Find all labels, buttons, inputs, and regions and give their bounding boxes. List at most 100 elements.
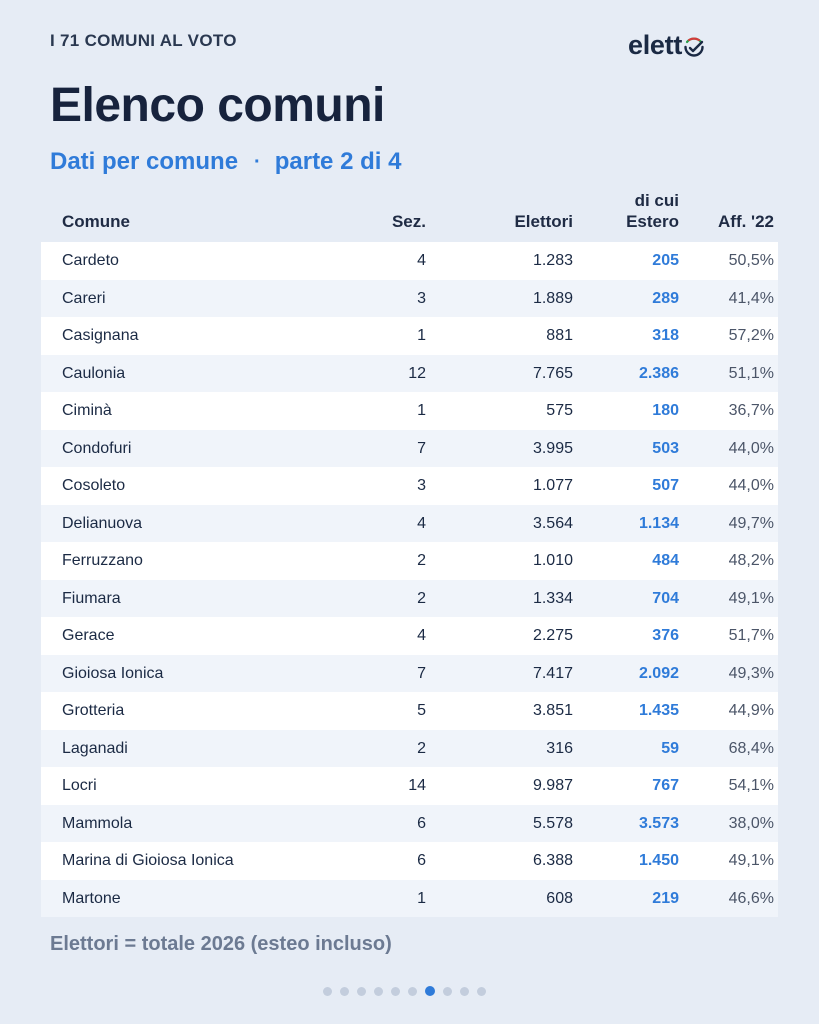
cell-elettori: 881 (546, 327, 573, 344)
cell-elettori: 575 (546, 402, 573, 419)
cell-comune: Grotteria (62, 702, 125, 719)
brand-logo: elett (628, 30, 705, 61)
pagination-dot[interactable] (460, 986, 469, 996)
pagination-dot[interactable] (357, 986, 366, 996)
pagination-dot[interactable] (374, 986, 383, 996)
column-header-affluenza: Aff. '22 (718, 212, 774, 231)
cell-estero: 376 (652, 627, 679, 644)
cell-affluenza: 50,5% (728, 252, 774, 269)
cell-sezioni: 7 (417, 664, 426, 682)
cell-comune: Locri (62, 777, 97, 794)
table-row: Laganadi 2 316 59 68,4% (41, 729, 778, 767)
subtitle-label: Dati per comune (50, 148, 239, 175)
check-badge-icon (684, 37, 704, 57)
cell-comune: Fiumara (62, 589, 121, 607)
cell-affluenza: 49,3% (728, 664, 774, 682)
cell-comune: Marina di Gioiosa Ionica (62, 852, 234, 869)
cell-elettori: 9.987 (532, 777, 573, 794)
cell-estero: 289 (652, 289, 679, 307)
cell-comune: Delianuova (62, 514, 143, 532)
cell-sezioni: 2 (417, 739, 426, 757)
cell-affluenza: 46,6% (728, 889, 774, 907)
table-row: Cosoleto 3 1.077 507 44,0% (41, 467, 778, 505)
cell-comune: Cosoleto (62, 477, 126, 494)
cell-elettori: 608 (546, 889, 573, 907)
cell-sezioni: 2 (417, 589, 426, 607)
cell-sezioni: 12 (408, 364, 426, 382)
cell-estero: 205 (652, 252, 679, 269)
cell-elettori: 7.417 (532, 664, 573, 682)
cell-comune: Careri (62, 289, 106, 307)
cell-affluenza: 49,7% (728, 514, 774, 532)
table-row: Gerace 4 2.275 376 51,7% (41, 617, 778, 655)
cell-affluenza: 44,0% (728, 477, 774, 494)
pagination-dot[interactable] (443, 986, 452, 996)
comuni-table: Comune Sez. Elettori di cui Estero Aff. … (41, 190, 778, 917)
pagination-dot[interactable] (477, 986, 486, 996)
table-row: Grotteria 5 3.851 1.435 44,9% (41, 692, 778, 730)
cell-elettori: 1.010 (532, 552, 573, 569)
cell-elettori: 3.995 (532, 439, 573, 457)
column-header-sezioni: Sez. (391, 212, 426, 231)
cell-elettori: 5.578 (532, 814, 573, 832)
footnote: Elettori = totale 2026 (esteo incluso) (50, 933, 392, 955)
page-subtitle: Dati per comune · parte 2 di 4 (50, 148, 401, 176)
carousel-pagination (323, 986, 486, 996)
cell-affluenza: 51,1% (728, 364, 774, 382)
table-row: Locri 14 9.987 767 54,1% (41, 767, 778, 805)
cell-sezioni: 6 (417, 814, 426, 832)
cell-sezioni: 3 (417, 289, 426, 307)
cell-elettori: 6.388 (532, 852, 573, 869)
cell-elettori: 316 (546, 739, 573, 757)
table-row: Ciminà 1 575 180 36,7% (41, 392, 778, 430)
pagination-dot[interactable] (323, 986, 332, 996)
cell-estero: 503 (652, 439, 679, 457)
cell-elettori: 2.275 (532, 627, 573, 644)
cell-affluenza: 38,0% (728, 814, 774, 832)
cell-affluenza: 57,2% (728, 327, 774, 344)
cell-sezioni: 5 (417, 702, 426, 719)
cell-comune: Cardeto (62, 252, 119, 269)
cell-elettori: 1.077 (532, 477, 573, 494)
cell-estero: 1.435 (638, 702, 679, 719)
table-body: Cardeto 4 1.283 205 50,5% Careri 3 1.889 289 41,4… (41, 242, 778, 917)
cell-comune: Gerace (62, 627, 115, 644)
cell-estero: 219 (652, 889, 679, 907)
cell-comune: Casignana (62, 327, 139, 344)
cell-comune: Ciminà (62, 402, 112, 419)
cell-sezioni: 14 (408, 777, 426, 794)
cell-comune: Ferruzzano (62, 552, 143, 569)
table-header: Comune Sez. Elettori di cui Estero Aff. … (41, 190, 778, 242)
cell-affluenza: 44,0% (728, 439, 774, 457)
cell-estero: 318 (652, 327, 679, 344)
cell-affluenza: 51,7% (728, 627, 774, 644)
cell-affluenza: 48,2% (728, 552, 774, 569)
cell-elettori: 1.889 (532, 289, 573, 307)
cell-comune: Laganadi (62, 739, 128, 757)
pagination-dot[interactable] (408, 986, 417, 996)
cell-estero: 2.092 (638, 664, 679, 682)
table-row: Gioiosa Ionica 7 7.417 2.092 49,3% (41, 654, 778, 692)
table-row: Martone 1 608 219 46,6% (41, 879, 778, 917)
cell-sezioni: 2 (417, 552, 426, 569)
table-row: Condofuri 7 3.995 503 44,0% (41, 429, 778, 467)
cell-affluenza: 68,4% (728, 739, 774, 757)
pagination-dot[interactable] (340, 986, 349, 996)
column-header-estero-line1: di cui (634, 191, 679, 210)
cell-estero: 1.450 (638, 852, 679, 869)
pagination-dot[interactable] (391, 986, 400, 996)
table-row: Careri 3 1.889 289 41,4% (41, 279, 778, 317)
table-row: Ferruzzano 2 1.010 484 48,2% (41, 542, 778, 580)
cell-affluenza: 44,9% (728, 702, 774, 719)
cell-sezioni: 3 (417, 477, 426, 494)
cell-elettori: 7.765 (532, 364, 573, 382)
cell-affluenza: 49,1% (728, 852, 774, 869)
cell-sezioni: 7 (417, 439, 426, 457)
cell-estero: 59 (661, 739, 679, 757)
page-title: Elenco comuni (50, 79, 385, 132)
cell-sezioni: 1 (417, 402, 426, 419)
cell-estero: 507 (652, 477, 679, 494)
pagination-dot-active[interactable] (425, 986, 435, 996)
cell-sezioni: 4 (417, 252, 426, 269)
cell-sezioni: 4 (417, 514, 426, 532)
